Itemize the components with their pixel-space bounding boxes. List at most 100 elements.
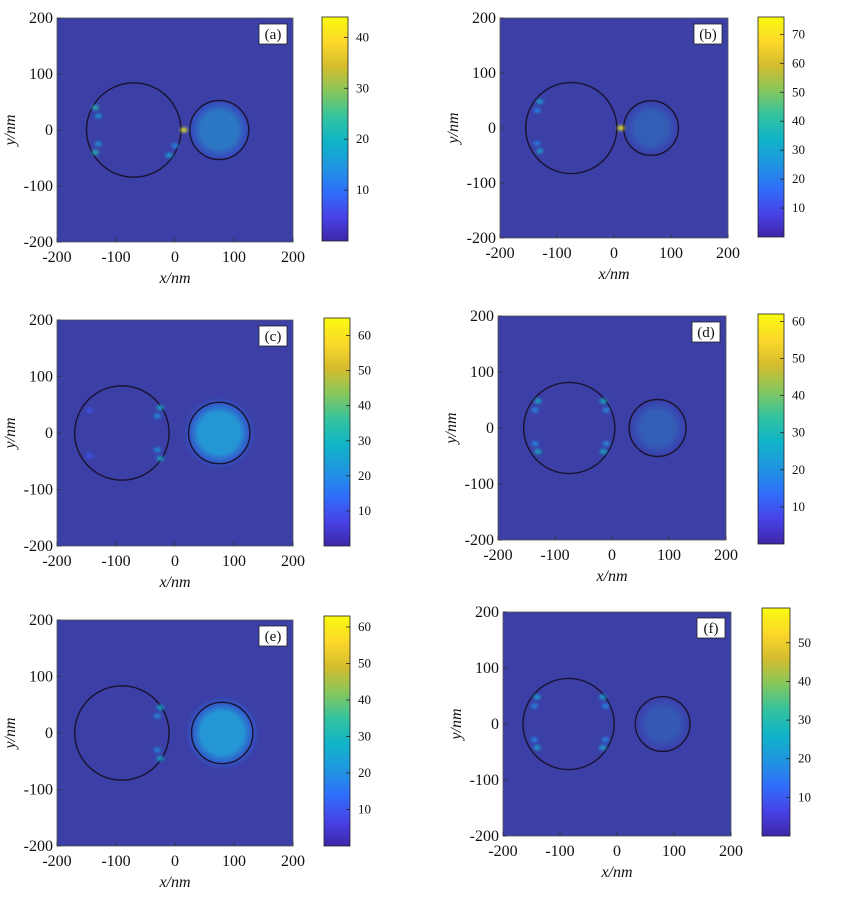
hotspot-5 xyxy=(602,407,610,413)
y-tick-label: 200 xyxy=(470,308,494,325)
colorbar-tick-label: 40 xyxy=(358,398,371,413)
y-axis-label: y/nm xyxy=(2,114,19,147)
colorbar-tick-label: 10 xyxy=(358,503,371,518)
y-tick-label: -100 xyxy=(24,782,53,799)
colorbar-tick-label: 10 xyxy=(356,182,369,197)
chart-panel-4: (e) -200 -100 0 100 200 -200 -100 0 100 200 x/nm y/n… xyxy=(2,612,371,891)
hotspot-1 xyxy=(94,113,102,119)
hotspot-7 xyxy=(602,737,610,742)
y-tick-label: -200 xyxy=(24,234,53,251)
y-tick-label: 0 xyxy=(491,716,499,733)
hotspot-1 xyxy=(533,108,541,113)
x-tick-label: 0 xyxy=(171,249,179,266)
panel-label: (c) xyxy=(265,329,282,345)
heatmap-area xyxy=(499,17,729,239)
y-tick-label: -200 xyxy=(24,838,53,855)
x-tick-label: 200 xyxy=(281,853,305,870)
hotspot-3 xyxy=(94,141,102,147)
x-tick-label: -100 xyxy=(545,843,574,860)
x-axis-label: x/nm xyxy=(600,864,632,881)
colorbar-tick-label: 10 xyxy=(792,200,805,215)
colorbar xyxy=(757,16,785,238)
chart-panel-5: (f) -200 -100 0 100 200 -200 -100 0 100 200 x/nm y/n… xyxy=(448,604,811,881)
chart-panel-2: (c) -200 -100 0 100 200 -200 -100 0 100 200 x/nm y/n… xyxy=(2,312,371,591)
hotspot-2 xyxy=(91,150,99,155)
colorbar-tick-label: 30 xyxy=(792,425,805,440)
colorbar-tick-label: 10 xyxy=(798,789,811,804)
colorbar-tick-label: 30 xyxy=(358,433,371,448)
y-tick-label: 100 xyxy=(29,66,53,83)
y-tick-label: 100 xyxy=(29,669,53,686)
field-halo xyxy=(185,96,254,164)
x-tick-label: -200 xyxy=(485,245,514,262)
y-axis-label: y/nm xyxy=(445,112,462,145)
hotspot-2 xyxy=(156,456,164,461)
colorbar-tick-label: 50 xyxy=(358,655,371,670)
y-tick-label: 100 xyxy=(472,65,496,82)
hotspot-2 xyxy=(156,756,164,761)
y-tick-label: 0 xyxy=(488,120,496,137)
panel-label: (a) xyxy=(265,27,282,43)
hotspot-5 xyxy=(85,453,93,458)
y-tick-label: 0 xyxy=(45,725,53,742)
y-tick-label: -100 xyxy=(24,482,53,499)
y-axis-label: y/nm xyxy=(2,717,19,750)
x-tick-label: 200 xyxy=(716,245,740,262)
y-tick-label: -200 xyxy=(470,828,499,845)
hotspot-3 xyxy=(153,747,161,753)
x-tick-label: 200 xyxy=(281,249,305,266)
panel-label-box xyxy=(696,617,726,639)
x-tick-label: -100 xyxy=(542,245,571,262)
colorbar-tick-label: 20 xyxy=(358,765,371,780)
hotspot-6 xyxy=(180,127,188,133)
heatmap-area xyxy=(56,17,294,243)
y-tick-label: 200 xyxy=(29,312,53,329)
colorbar-tick-label: 20 xyxy=(792,171,805,186)
colorbar-tick-label: 20 xyxy=(792,462,805,477)
panel-label-box xyxy=(691,321,721,343)
hotspot-1 xyxy=(531,407,539,413)
colorbar-tick-label: 60 xyxy=(358,619,371,634)
y-tick-label: 0 xyxy=(45,425,53,442)
colorbar xyxy=(761,607,791,837)
x-tick-label: 100 xyxy=(657,547,681,564)
particle-circle-0 xyxy=(524,81,618,175)
colorbar xyxy=(757,313,785,545)
heatmap-area xyxy=(502,611,732,837)
x-tick-label: 100 xyxy=(662,843,686,860)
hotspot-4 xyxy=(617,125,625,131)
x-tick-label: 0 xyxy=(610,245,618,262)
x-tick-label: -100 xyxy=(101,553,130,570)
field-halo xyxy=(633,694,692,754)
y-tick-label: 0 xyxy=(45,122,53,139)
chart-panel-1: (b) -200 -100 0 100 200 -200 -100 0 100 200 x/nm y/n… xyxy=(445,10,805,283)
hotspot-5 xyxy=(602,703,610,709)
hotspot-2 xyxy=(533,745,541,750)
particle-circle-0 xyxy=(522,677,615,771)
hotspot-1 xyxy=(530,703,538,709)
x-tick-label: 100 xyxy=(222,853,246,870)
chart-panel-0: (a) -200 -100 0 100 200 -200 -100 0 100 200 x/nm y/n… xyxy=(2,10,369,287)
hotspot-4 xyxy=(599,694,607,700)
x-tick-label: -100 xyxy=(540,547,569,564)
field-halo xyxy=(626,397,689,459)
hotspot-0 xyxy=(534,398,542,404)
panel-label: (f) xyxy=(704,621,719,637)
x-tick-label: -200 xyxy=(42,249,71,266)
y-axis-label: y/nm xyxy=(2,417,19,450)
panel-label: (b) xyxy=(699,27,717,43)
x-axis-label: x/nm xyxy=(597,266,629,283)
y-tick-label: 100 xyxy=(475,660,499,677)
x-axis-label: x/nm xyxy=(158,574,190,591)
hotspot-0 xyxy=(156,405,164,410)
hotspot-1 xyxy=(153,713,161,719)
hotspot-3 xyxy=(533,141,541,146)
x-axis-label: x/nm xyxy=(595,568,627,585)
particle-circle-0 xyxy=(522,381,616,475)
particle-circle-1 xyxy=(189,99,250,161)
x-axis-label: x/nm xyxy=(158,270,190,287)
y-tick-label: 0 xyxy=(486,420,494,437)
colorbar-tick-label: 40 xyxy=(358,692,371,707)
hotspot-7 xyxy=(602,441,610,446)
